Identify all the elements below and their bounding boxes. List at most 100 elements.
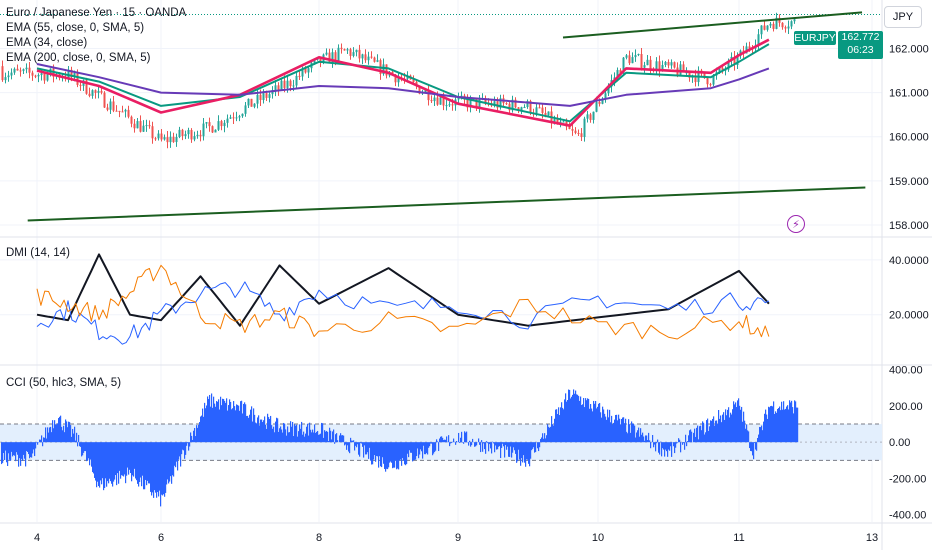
cci-bar (653, 442, 655, 448)
cci-bar (277, 418, 279, 443)
cci-bar (700, 425, 702, 443)
candle-body (166, 137, 169, 143)
cci-bar (572, 394, 574, 443)
cci-bar (671, 442, 673, 457)
cci-bar (182, 442, 184, 450)
cci-bar (740, 409, 742, 443)
dmi-legend[interactable]: DMI (14, 14) (6, 247, 70, 259)
candle-body (346, 49, 349, 51)
candle-body (574, 130, 577, 133)
cci-bar (644, 440, 646, 443)
candle-body (394, 74, 397, 83)
candle-body (646, 59, 649, 66)
cci-bar (431, 442, 433, 444)
candle-body (211, 126, 214, 133)
cci-bar (82, 442, 84, 456)
cci-bar (630, 432, 632, 443)
cci-bar (547, 424, 549, 443)
cci-bar (789, 400, 791, 443)
cci-legend[interactable]: CCI (50, hlc3, SMA, 5) (6, 377, 122, 389)
candle-body (748, 46, 751, 49)
cci-bar (668, 442, 670, 450)
cci-bar (223, 399, 225, 443)
candle-body (649, 59, 652, 69)
cci-bar (268, 417, 270, 443)
cci-bar (465, 432, 467, 443)
legend-ema200[interactable]: EMA (200, close, 0, SMA, 5) (6, 52, 151, 64)
candle-body (658, 61, 661, 71)
cci-bar (665, 442, 667, 450)
candle-body (16, 68, 19, 71)
cci-bar (451, 442, 453, 443)
cci-bar (357, 442, 359, 445)
cci-bar (100, 442, 102, 481)
cci-bar (486, 441, 488, 443)
cci-bar (269, 418, 271, 443)
cci-bar (310, 429, 312, 443)
cci-bar (163, 442, 165, 495)
cci-bar (727, 409, 729, 443)
cci-bar (56, 424, 58, 443)
cci-bar (742, 421, 744, 443)
cci-bar (487, 442, 489, 444)
cci-bar (111, 442, 113, 484)
candle-body (655, 61, 658, 71)
candle-body (619, 70, 622, 74)
cci-bar (545, 438, 547, 443)
cci-bar (783, 401, 785, 443)
cci-bar (433, 442, 435, 454)
cci-bar (135, 442, 137, 479)
candle-body (304, 68, 307, 73)
cci-bar (579, 400, 581, 443)
cci-bar (610, 422, 612, 443)
cci-bar (386, 442, 388, 469)
currency-selector[interactable]: JPY (884, 6, 922, 28)
cci-bar (380, 442, 382, 467)
cci-bar (621, 418, 623, 443)
cci-bar (153, 442, 155, 498)
cci-bar (497, 442, 499, 450)
cci-bar (75, 440, 77, 443)
candle-body (247, 98, 250, 106)
cci-bar (413, 442, 415, 461)
cci-bar (736, 407, 738, 443)
cci-bar (51, 432, 53, 443)
legend-ema55[interactable]: EMA (55, close, 0, SMA, 5) (6, 22, 145, 34)
candle-body (424, 89, 427, 92)
legend-ema34[interactable]: EMA (34, close) (6, 37, 88, 49)
cci-bar (688, 435, 690, 443)
cci-bar (544, 433, 546, 443)
candle-body (727, 60, 730, 70)
cci-bar (284, 423, 286, 443)
cci-bar (626, 431, 628, 443)
candle-body (466, 99, 469, 108)
candle-body (763, 25, 766, 30)
candle-body (499, 98, 502, 108)
candle-body (223, 122, 226, 127)
candle-body (703, 72, 706, 79)
cci-bar (623, 417, 625, 443)
cci-bar (245, 404, 247, 443)
lightning-icon[interactable]: ⚡ (787, 215, 805, 233)
candle-body (637, 54, 640, 56)
cci-bar (719, 418, 721, 443)
cci-bar (90, 442, 92, 460)
candle-body (277, 85, 280, 90)
candle-body (442, 97, 445, 106)
cci-bar (376, 442, 378, 456)
cci-bar (491, 442, 493, 454)
candle-body (382, 64, 385, 75)
cci-bar (764, 413, 766, 443)
candle-body (1, 66, 4, 81)
cci-bar (389, 442, 391, 463)
candle-body (376, 60, 379, 62)
cci-bar (485, 442, 487, 454)
cci-tick-label: 0.00 (889, 437, 910, 449)
cci-bar (308, 435, 310, 443)
cci-bar (71, 436, 73, 443)
cci-bar (641, 434, 643, 443)
cci-bar (79, 442, 81, 447)
candle-body (7, 75, 10, 78)
time-tick-label: 6 (158, 532, 164, 544)
